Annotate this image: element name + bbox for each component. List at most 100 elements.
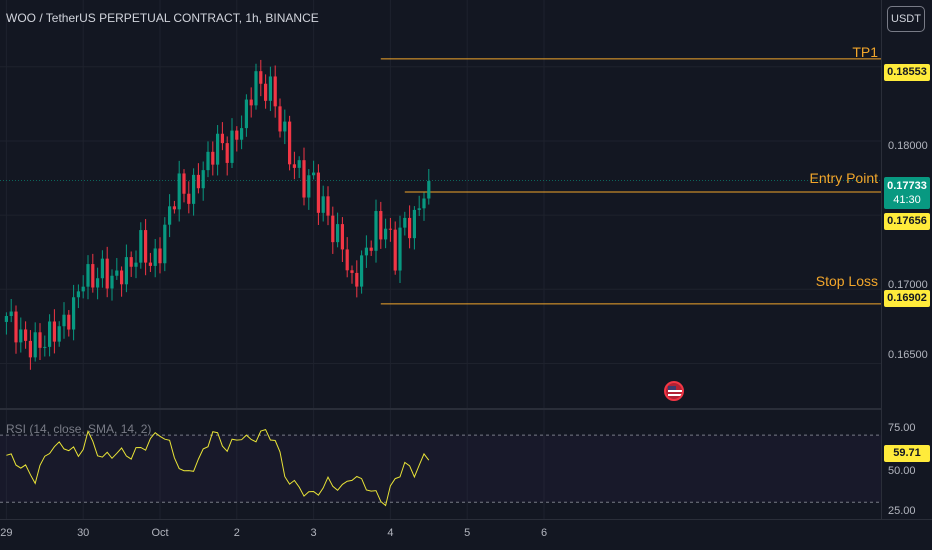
candle-body [321,196,325,213]
candle-body [249,99,253,106]
candle-body [81,286,85,292]
candle-body [384,228,388,240]
candle-body [326,196,330,216]
candle-body [288,121,292,165]
rsi-line [6,428,430,507]
last-price-tag: 0.17733 41:30 [884,177,930,209]
candle-body [163,224,167,264]
candle-body [403,217,407,228]
candle-body [33,332,37,358]
price-axis-divider [881,0,882,520]
time-axis-label: 29 [0,527,13,539]
time-axis-label: 4 [387,527,394,539]
bar-countdown: 41:30 [893,194,921,206]
candle-body [388,228,392,230]
candle-body [105,258,109,289]
symbol-title: WOO / TetherUS PERPETUAL CONTRACT, 1h, B… [6,11,319,25]
candle-body [115,270,119,276]
candle-body [316,172,320,213]
stop-loss-annotation[interactable]: Stop Loss [815,273,878,289]
candle-body [427,181,431,199]
candle-body [211,151,215,165]
candle-body [43,346,47,348]
candle-body [62,314,66,327]
candle-body [302,160,306,198]
candle-body [134,262,138,267]
candle-body [148,262,152,266]
candle-body [240,128,244,140]
candle-body [182,173,186,194]
candle-body [244,99,248,129]
tp1-price-tag: 0.18553 [884,64,930,81]
candle-body [292,164,296,168]
candle-body [336,224,340,243]
candle-body [201,170,205,189]
time-axis-label: 3 [310,527,317,539]
candle-body [187,193,191,204]
candle-body [417,208,421,210]
candle-body [216,133,220,165]
candle-body [312,172,316,176]
candle-body [96,278,100,288]
candle-body [360,255,364,287]
candle-body [379,211,383,240]
candle-body [206,151,210,171]
candle-body [230,130,234,163]
time-axis-label: Oct [151,527,169,539]
candle-body [168,206,172,225]
candle-body [124,257,128,285]
candle-body [220,133,224,144]
candle-body [172,206,176,210]
candle-body [72,297,76,330]
price-axis-label: 0.16500 [888,349,928,361]
entry-point-annotation[interactable]: Entry Point [809,170,878,186]
candle-body [393,229,397,271]
stop-loss-price-tag: 0.16902 [884,290,930,307]
candle-body [297,160,301,168]
price-axis-label: 0.17000 [888,279,928,291]
candle-body [76,291,80,298]
candle-body [139,230,143,263]
rsi-axis-label: 25.00 [888,505,916,517]
currency-button[interactable]: USDT [887,6,925,32]
candle-body [340,224,344,250]
candle-body [19,329,23,343]
candle-body [129,257,133,267]
candle-body [158,248,162,264]
us-flag-icon[interactable] [664,381,684,401]
candle-body [67,314,71,330]
candle-body [52,321,56,342]
candle-body [307,175,311,198]
time-axis-label: 6 [540,527,548,539]
candle-body [177,173,181,210]
price-axis-label: 0.18000 [888,140,928,152]
candle-body [4,316,8,322]
time-axis-label: 30 [77,527,90,539]
entry-price-tag: 0.17656 [884,213,930,230]
rsi-band [0,435,881,503]
candle-body [24,329,28,341]
candle-body [364,247,368,256]
candle-body [398,227,402,271]
candle-body [355,272,359,287]
candle-body [110,275,114,289]
candle-body [254,71,258,106]
candle-body [345,249,349,271]
candle-body [86,264,90,287]
candle-body [235,130,239,140]
rsi-indicator-label[interactable]: RSI (14, close, SMA, 14, 2) [6,422,152,436]
tp1-annotation[interactable]: TP1 [852,44,878,60]
candle-body [153,248,157,266]
candle-body [28,340,32,358]
candle-body [264,83,268,101]
candle-body [144,230,148,263]
rsi-separator [0,408,882,410]
candle-body [120,270,124,285]
candle-body [48,321,52,347]
rsi-value-tag: 59.71 [884,445,930,462]
time-axis-divider [0,519,932,520]
candle-body [350,270,354,273]
candle-body [9,311,13,317]
